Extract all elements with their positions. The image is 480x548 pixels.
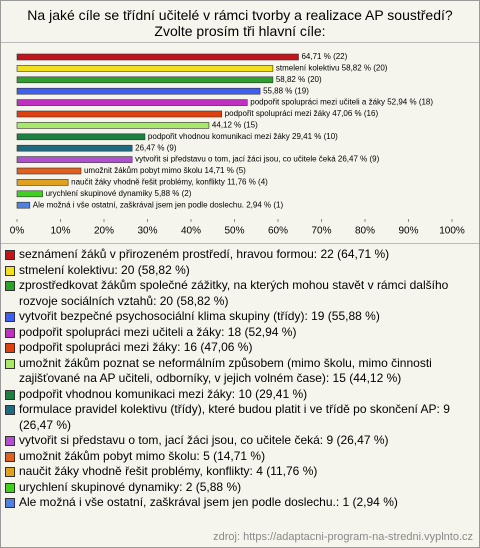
legend-swatch xyxy=(5,265,15,276)
title-box: Na jaké cíle se třídní učitelé v rámci t… xyxy=(1,1,479,43)
legend-label: Ale možná i vše ostatní, zaškrával jsem … xyxy=(19,495,398,509)
legend-item: podpořit spolupráci mezi žáky: 16 (47,06… xyxy=(5,340,473,356)
bar xyxy=(16,53,299,61)
legend-item: zprostředkovat žákům společné zážitky, n… xyxy=(5,278,473,309)
value-label: podpořit vhodnou komunikaci mezi žáky 29… xyxy=(148,132,338,141)
value-label: podpořit spolupráci mezi žáky 47,06 % (1… xyxy=(225,109,379,118)
legend-swatch xyxy=(5,343,15,353)
legend-label: seznámení žáků v přirozeném prostředí, h… xyxy=(19,247,390,261)
bar xyxy=(16,110,223,118)
legend-item: seznámení žáků v přirozeném prostředí, h… xyxy=(5,247,473,263)
x-tick-label: 50% xyxy=(224,226,244,237)
legend-item: stmelení kolektivu: 20 (58,82 %) xyxy=(5,263,473,279)
x-tick-label: 20% xyxy=(94,226,114,237)
bar xyxy=(16,144,133,152)
legend-label: umožnit žákům pobyt mimo školu: 5 (14,71… xyxy=(19,448,266,463)
bar xyxy=(16,87,261,95)
value-label: naučit žáky vhodně řešit problémy, konfl… xyxy=(71,178,268,187)
bar xyxy=(16,99,248,106)
legend-label: podpořit spolupráci mezi žáky: 16 (47,06… xyxy=(19,340,253,354)
bar xyxy=(16,156,133,163)
legend-swatch xyxy=(5,405,15,415)
chart-subtitle: Zvolte prosím tři hlavní cíle: xyxy=(154,23,326,39)
legend-item: podpořit vhodnou komunikaci mezi žáky: 1… xyxy=(5,387,473,403)
legend-swatch xyxy=(5,451,15,462)
legend-swatch xyxy=(5,281,15,291)
legend-swatch xyxy=(5,327,15,338)
legend-item: vytvořit si představu o tom, jací žáci j… xyxy=(5,433,473,449)
x-tick-label: 40% xyxy=(181,226,201,237)
value-label: 55,88 % (19) xyxy=(263,86,309,95)
legend-item: umožnit žákům pobyt mimo školu: 5 (14,71… xyxy=(5,449,473,465)
bar xyxy=(16,179,69,186)
value-label: 44,12 % (15) xyxy=(212,121,258,130)
bar xyxy=(16,167,82,175)
legend-swatch xyxy=(5,389,15,400)
bar xyxy=(16,76,274,84)
bar xyxy=(16,190,43,198)
x-tick-label: 90% xyxy=(398,226,418,237)
legend-swatch xyxy=(5,498,15,508)
legend-item: podpořit spolupráci mezi učiteli a žáky:… xyxy=(5,325,473,341)
legend-item: formulace pravidel kolektivu (třídy), kt… xyxy=(5,402,473,433)
legend-label: stmelení kolektivu: 20 (58,82 %) xyxy=(19,262,190,277)
legend-swatch xyxy=(5,482,15,493)
legend-item: urychlení skupinové dynamiky: 2 (5,88 %) xyxy=(5,480,473,496)
legend-item: umožnit žákům poznat se neformálním způs… xyxy=(5,356,473,387)
value-label: podpořit spolupráci mezi učiteli a žáky … xyxy=(250,98,433,107)
legend-label: naučit žáky vhodně řešit problémy, konfl… xyxy=(19,464,318,478)
legend-swatch xyxy=(5,436,15,446)
legend-item: naučit žáky vhodně řešit problémy, konfl… xyxy=(5,464,473,480)
x-tick-label: 100% xyxy=(439,226,465,237)
bar xyxy=(16,133,146,141)
x-tick-label: 10% xyxy=(50,226,70,237)
legend-label: podpořit spolupráci mezi učiteli a žáky:… xyxy=(19,324,297,339)
x-tick-label: 30% xyxy=(137,226,157,237)
value-label: 58,82 % (20) xyxy=(276,75,322,84)
legend-label: podpořit vhodnou komunikaci mezi žáky: 1… xyxy=(19,386,308,401)
x-tick-label: 0% xyxy=(10,226,25,237)
legend-label: umožnit žákům poznat se neformálním způs… xyxy=(19,355,432,386)
value-label: 26,47 % (9) xyxy=(135,143,177,152)
x-tick-label: 80% xyxy=(355,226,375,237)
x-tick-label: 70% xyxy=(311,226,331,237)
legend-label: formulace pravidel kolektivu (třídy), kt… xyxy=(19,402,450,432)
chart-title: Na jaké cíle se třídní učitelé v rámci t… xyxy=(27,7,453,23)
value-label: urychlení skupinové dynamiky 5,88 % (2) xyxy=(46,189,192,198)
bar xyxy=(16,201,31,209)
legend-swatch xyxy=(5,467,15,477)
x-tick-label: 60% xyxy=(268,226,288,237)
bar xyxy=(16,122,210,129)
value-label: Ale možná i vše ostatní, zaškrával jsem … xyxy=(33,200,284,209)
chart: 0% 10% 20% 30% 40% 50% 60% 70% 80% 90% 100% 64,71 %… xyxy=(1,52,479,244)
bar xyxy=(16,65,274,72)
legend-swatch xyxy=(5,312,15,322)
legend-label: urychlení skupinové dynamiky: 2 (5,88 %) xyxy=(19,479,242,494)
legend-swatch xyxy=(5,358,15,369)
value-label: 64,71 % (22) xyxy=(301,52,347,61)
legend-label: vytvořit bezpečné psychosociální klima s… xyxy=(19,309,380,323)
source: zdroj: https://adaptacni-program-na-stre… xyxy=(213,531,473,543)
value-label: vytvořit si představu o tom, jací žáci j… xyxy=(135,155,379,164)
legend-label: vytvořit si představu o tom, jací žáci j… xyxy=(19,433,389,447)
value-label: stmelení kolektivu 58,82 % (20) xyxy=(276,64,388,73)
legend-swatch xyxy=(5,250,15,260)
legend-item: Ale možná i vše ostatní, zaškrával jsem … xyxy=(5,495,473,511)
legend: seznámení žáků v přirozeném prostředí, h… xyxy=(1,244,479,511)
legend-label: zprostředkovat žákům společné zážitky, n… xyxy=(19,278,449,308)
value-label: umožnit žákům pobyt mimo školu 14,71 % (… xyxy=(84,166,246,175)
legend-item: vytvořit bezpečné psychosociální klima s… xyxy=(5,309,473,325)
